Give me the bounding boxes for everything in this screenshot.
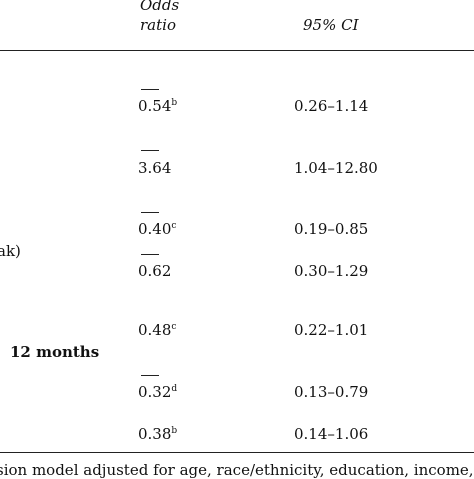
bottom-rule xyxy=(0,452,474,453)
table-row: 0.48c xyxy=(138,321,176,339)
footnote-marker: c xyxy=(171,221,177,231)
odds-ratio-value: 0.54 xyxy=(138,97,172,115)
table-row: 0.62 xyxy=(138,262,171,280)
odds-ratio-value: 0.38 xyxy=(138,425,172,443)
table-row: 3.64 xyxy=(138,159,171,177)
header-rule xyxy=(0,50,474,51)
ci-value: 0.30–1.29 xyxy=(294,262,369,280)
odds-ratio-value: 0.48 xyxy=(138,321,172,339)
odds-ratio-value: 3.64 xyxy=(138,159,172,177)
ci-value: 1.04–12.80 xyxy=(294,159,378,177)
odds-ratio-value: 0.32 xyxy=(138,383,172,401)
table-row: 0.32d xyxy=(138,383,177,401)
reference-dash xyxy=(141,89,159,90)
ci-header: 95% CI xyxy=(303,16,359,34)
ci-value: 0.14–1.06 xyxy=(294,425,369,443)
reference-dash xyxy=(141,254,159,255)
footnote-marker: b xyxy=(171,98,178,108)
section-label-fragment: 12 months xyxy=(10,343,100,361)
ci-value: 0.19–0.85 xyxy=(294,220,369,238)
footnote-marker: c xyxy=(171,322,177,332)
reference-dash xyxy=(141,212,159,213)
ci-value: 0.13–0.79 xyxy=(294,383,369,401)
table-row: 0.40c xyxy=(138,220,176,238)
reference-dash xyxy=(141,375,159,376)
table-row: 0.54b xyxy=(138,97,177,115)
row-label-fragment: ak) xyxy=(0,242,21,260)
odds-ratio-value: 0.40 xyxy=(138,220,172,238)
odds-ratio-value: 0.62 xyxy=(138,262,172,280)
odds-header-line1: Odds xyxy=(140,0,180,14)
ci-value: 0.26–1.14 xyxy=(294,97,369,115)
footnote-marker: b xyxy=(171,426,178,436)
table-row: 0.38b xyxy=(138,425,177,443)
reference-dash xyxy=(141,150,159,151)
odds-header-line2: ratio xyxy=(140,16,176,34)
footnote-text: sion model adjusted for age, race/ethnic… xyxy=(0,461,474,479)
footnote-marker: d xyxy=(171,384,178,394)
ci-value: 0.22–1.01 xyxy=(294,321,369,339)
